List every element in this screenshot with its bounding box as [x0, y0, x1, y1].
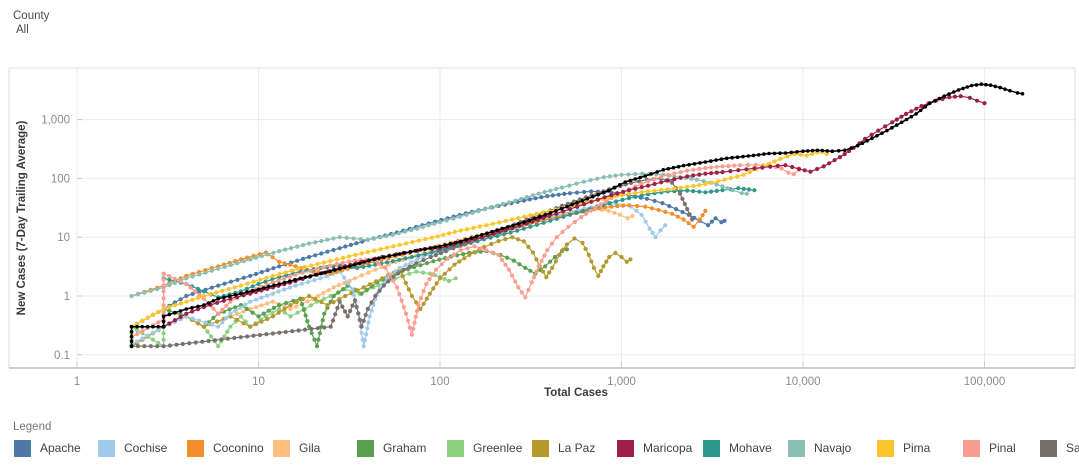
x-tick-label: 10	[252, 376, 265, 388]
x-tick-label: 10,000	[785, 376, 820, 388]
county-filter: County All	[13, 9, 49, 37]
legend-swatch	[273, 439, 290, 457]
series-pima[interactable]	[129, 150, 829, 329]
legend-item-graham[interactable]: Graham	[357, 439, 426, 457]
legend-swatch	[532, 439, 549, 457]
legend-label: Cochise	[124, 441, 168, 455]
legend-item-mohave[interactable]: Mohave	[703, 439, 772, 457]
y-tick-label: 0.1	[54, 350, 70, 362]
legend-label: Coconino	[213, 441, 264, 455]
legend-item-greenlee[interactable]: Greenlee	[447, 439, 522, 457]
legend-label: Graham	[383, 441, 427, 455]
x-tick-label: 100,000	[964, 376, 1006, 388]
series-pinal[interactable]	[129, 162, 802, 340]
x-tick-label: 100	[430, 376, 449, 388]
legend-label: La Paz	[558, 441, 596, 455]
legend-label: Pinal	[989, 441, 1016, 455]
legend-label: Mohave	[729, 441, 772, 455]
legend-label: Santa Cruz	[1066, 441, 1079, 455]
series-all[interactable]	[129, 82, 1025, 349]
legend-swatch	[963, 439, 980, 457]
y-axis-title: New Cases (7-Day Trailing Average)	[16, 120, 28, 315]
legend-item-pima[interactable]: Pima	[877, 439, 930, 457]
legend-item-maricopa[interactable]: Maricopa	[617, 439, 692, 457]
x-axis-title: Total Cases	[544, 387, 608, 399]
legend-item-gila[interactable]: Gila	[273, 439, 320, 457]
legend-swatch	[357, 439, 374, 457]
legend-swatch	[877, 439, 894, 457]
legend-label: Pima	[903, 441, 931, 455]
county-filter-value[interactable]: All	[16, 24, 29, 36]
y-tick-label: 100	[51, 173, 70, 185]
legend-item-coconino[interactable]: Coconino	[187, 439, 264, 457]
legend-title: Legend	[13, 421, 52, 433]
legend-item-cochise[interactable]: Cochise	[98, 439, 167, 457]
y-tick-label: 1,000	[41, 115, 70, 127]
legend-label: Greenlee	[473, 441, 523, 455]
legend-swatch	[617, 439, 634, 457]
legend-item-pinal[interactable]: Pinal	[963, 439, 1016, 457]
legend-item-navajo[interactable]: Navajo	[788, 439, 851, 457]
legend-swatch	[447, 439, 464, 457]
legend-label: Apache	[40, 441, 81, 455]
legend-item-la-paz[interactable]: La Paz	[532, 439, 595, 457]
legend-swatch	[703, 439, 720, 457]
legend-label: Maricopa	[643, 441, 693, 455]
legend-item-apache[interactable]: Apache	[14, 439, 81, 457]
legend-swatch	[187, 439, 204, 457]
legend-swatch	[1040, 439, 1057, 457]
x-tick-label: 1	[74, 376, 80, 388]
legend-swatch	[14, 439, 31, 457]
county-filter-label: County	[13, 10, 50, 22]
legend-swatch	[98, 439, 115, 457]
legend-label: Gila	[299, 441, 321, 455]
covid-trajectory-chart: 1 10 100 1,000 10,000 100,000 0.1 1 10 100 1,000 Ne…	[8, 67, 1076, 399]
legend-item-santa-cruz[interactable]: Santa Cruz	[1040, 439, 1079, 457]
legend-swatch	[788, 439, 805, 457]
legend-label: Navajo	[814, 441, 852, 455]
y-tick-label: 1	[64, 291, 70, 303]
x-tick-label: 1,000	[607, 376, 636, 388]
legend: Apache Cochise Coconino Gila Graham Greenlee L…	[0, 439, 1079, 459]
y-tick-label: 10	[57, 232, 70, 244]
